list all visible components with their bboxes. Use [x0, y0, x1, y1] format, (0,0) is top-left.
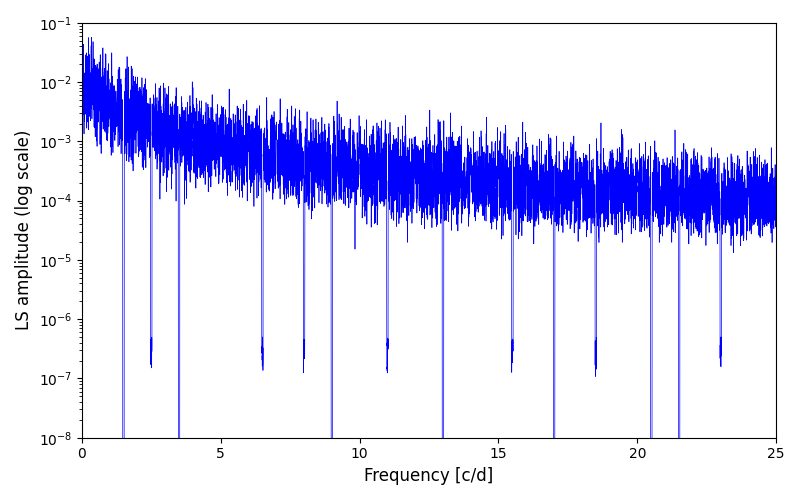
- X-axis label: Frequency [c/d]: Frequency [c/d]: [364, 467, 494, 485]
- Y-axis label: LS amplitude (log scale): LS amplitude (log scale): [15, 130, 33, 330]
